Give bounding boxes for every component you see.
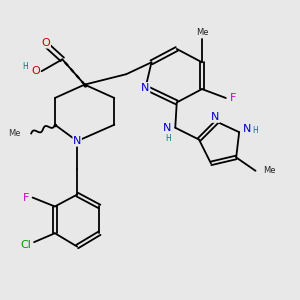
- Text: N: N: [242, 124, 251, 134]
- Text: H: H: [253, 126, 258, 135]
- Text: F: F: [23, 193, 30, 202]
- Text: N: N: [141, 82, 150, 93]
- Text: Me: Me: [8, 129, 21, 138]
- Text: N: N: [73, 136, 81, 146]
- Text: Me: Me: [263, 166, 275, 175]
- Text: Cl: Cl: [20, 240, 31, 250]
- Text: H: H: [22, 62, 28, 71]
- Text: F: F: [230, 93, 237, 103]
- Text: Me: Me: [196, 28, 208, 37]
- Text: O: O: [42, 38, 50, 48]
- Text: O: O: [31, 66, 40, 76]
- Text: H: H: [165, 134, 171, 142]
- Text: N: N: [162, 123, 171, 133]
- Text: N: N: [211, 112, 220, 122]
